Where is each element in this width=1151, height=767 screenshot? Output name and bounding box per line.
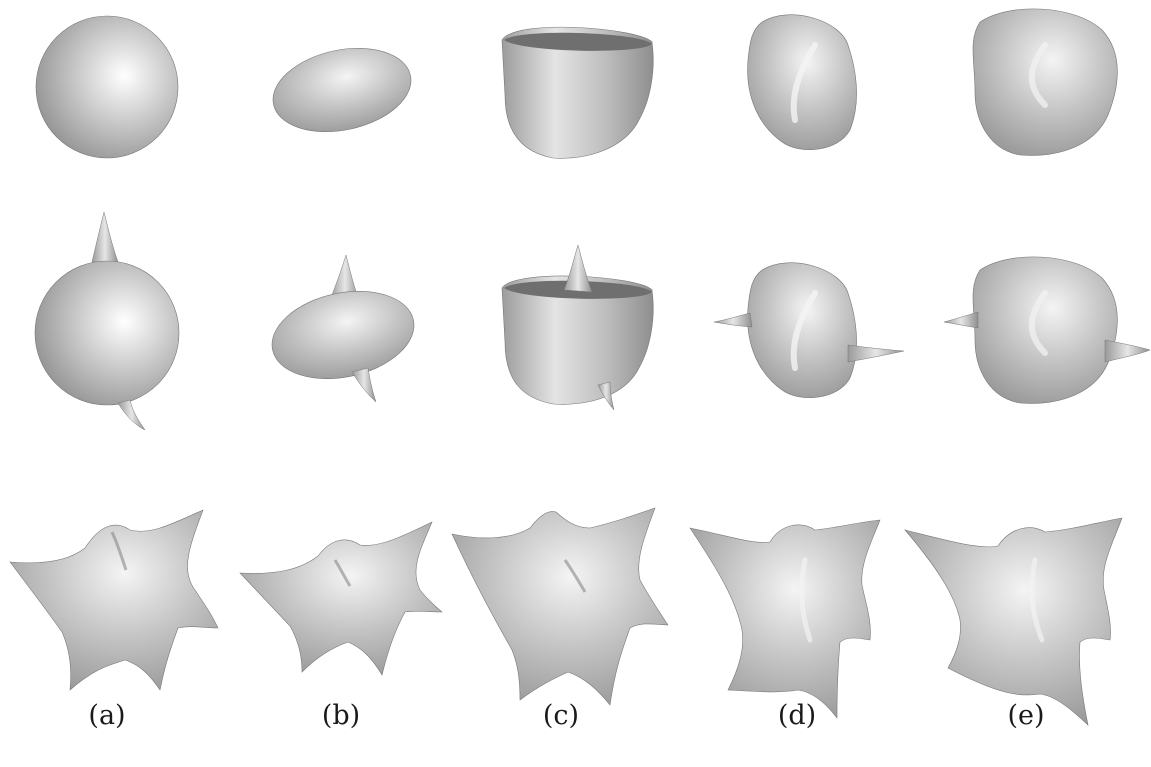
shape-b-row1 (272, 47, 412, 133)
shape-e-row3 (904, 517, 1123, 726)
shape-a-row2 (34, 211, 180, 431)
shape-a-row3 (9, 509, 219, 691)
shape-a-row1 (35, 15, 179, 159)
shape-d-row1 (747, 14, 857, 151)
shape-c-row1 (501, 26, 654, 159)
shape-d-row3 (689, 519, 881, 719)
column-label-e: (e) (1007, 700, 1045, 731)
shape-e-row1 (972, 8, 1118, 156)
column-label-d: (d) (777, 700, 817, 731)
shape-b-row3 (239, 521, 443, 676)
shape-d-row2 (713, 262, 905, 399)
column-label-b: (b) (321, 700, 361, 731)
column-label-a: (a) (88, 700, 126, 731)
shape-c-row3 (451, 507, 669, 706)
column-label-c: (c) (542, 700, 580, 731)
shape-e-row2 (943, 256, 1151, 404)
shape-b-row2 (271, 254, 415, 403)
shape-c-row2 (501, 244, 654, 411)
